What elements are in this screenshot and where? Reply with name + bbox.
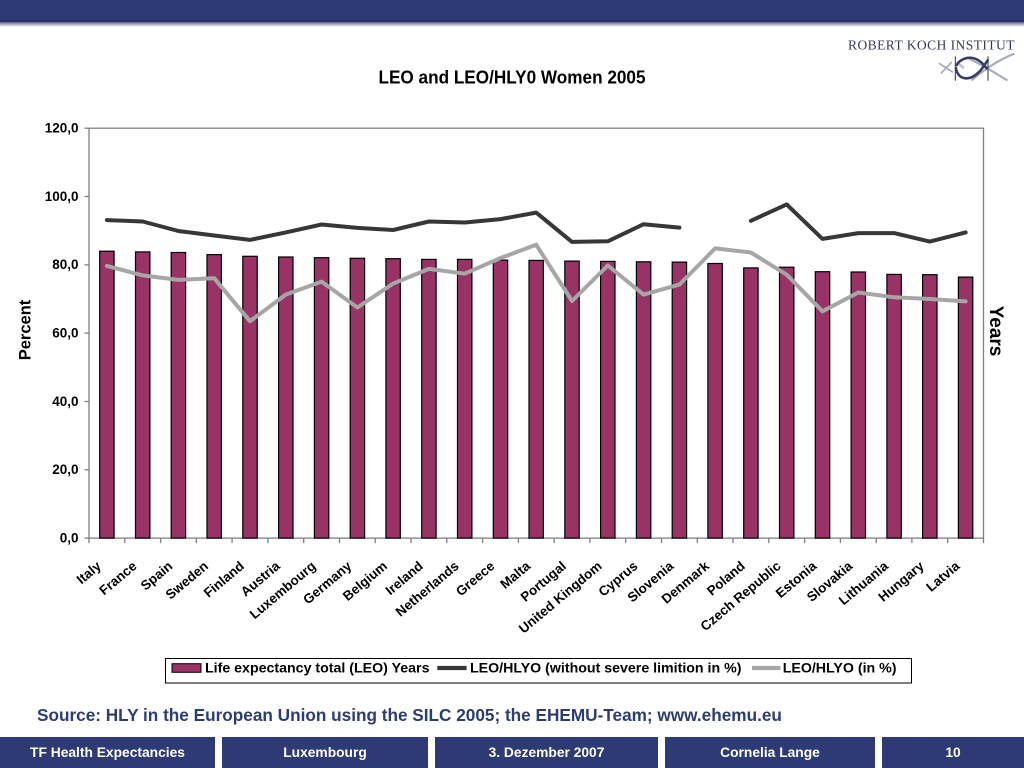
svg-text:Percent: Percent xyxy=(17,299,35,360)
svg-text:Life expectancy total (LEO) Ye: Life expectancy total (LEO) Years xyxy=(205,661,430,677)
svg-text:ROBERT KOCH INSTITUT: ROBERT KOCH INSTITUT xyxy=(848,37,1015,52)
svg-text:Netherlands: Netherlands xyxy=(393,558,462,619)
svg-text:60,0: 60,0 xyxy=(52,325,78,340)
svg-text:40,0: 40,0 xyxy=(52,394,78,409)
svg-text:100,0: 100,0 xyxy=(45,189,79,204)
svg-text:France: France xyxy=(96,558,139,598)
svg-text:LEO/HLYO (without severe limit: LEO/HLYO (without severe limition in %) xyxy=(470,661,742,677)
svg-text:Years: Years xyxy=(985,306,1006,357)
svg-text:Finland: Finland xyxy=(201,558,247,600)
svg-text:120,0: 120,0 xyxy=(45,121,79,136)
svg-text:0,0: 0,0 xyxy=(60,530,79,545)
svg-text:Latvia: Latvia xyxy=(923,558,963,595)
svg-text:Greece: Greece xyxy=(453,558,497,599)
svg-text:20,0: 20,0 xyxy=(52,462,78,477)
svg-text:LEO/HLYO (in %): LEO/HLYO (in %) xyxy=(783,661,897,677)
svg-text:LEO and LEO/HLY0 Women 2005: LEO and LEO/HLY0 Women 2005 xyxy=(379,67,646,88)
svg-text:80,0: 80,0 xyxy=(52,257,78,272)
